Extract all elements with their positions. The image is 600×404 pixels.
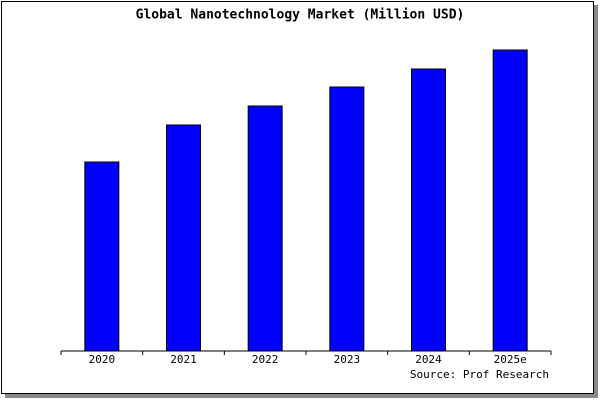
x-tick-label: 2021 xyxy=(170,353,197,366)
bar xyxy=(84,161,120,352)
x-tick-label: 2023 xyxy=(334,353,361,366)
bar xyxy=(411,68,446,352)
x-tick-label: 2020 xyxy=(89,353,116,366)
chart-title: Global Nanotechnology Market (Million US… xyxy=(136,8,465,23)
x-tick-label: 2022 xyxy=(252,353,279,366)
bar xyxy=(492,49,528,352)
plot-area xyxy=(61,50,551,351)
x-tick-label: 2024 xyxy=(415,353,442,366)
bar xyxy=(166,124,201,352)
bar xyxy=(247,105,283,352)
bar xyxy=(329,86,365,352)
source-note: Source: Prof Research xyxy=(410,368,549,381)
x-tick-label: 2025e xyxy=(494,353,527,366)
